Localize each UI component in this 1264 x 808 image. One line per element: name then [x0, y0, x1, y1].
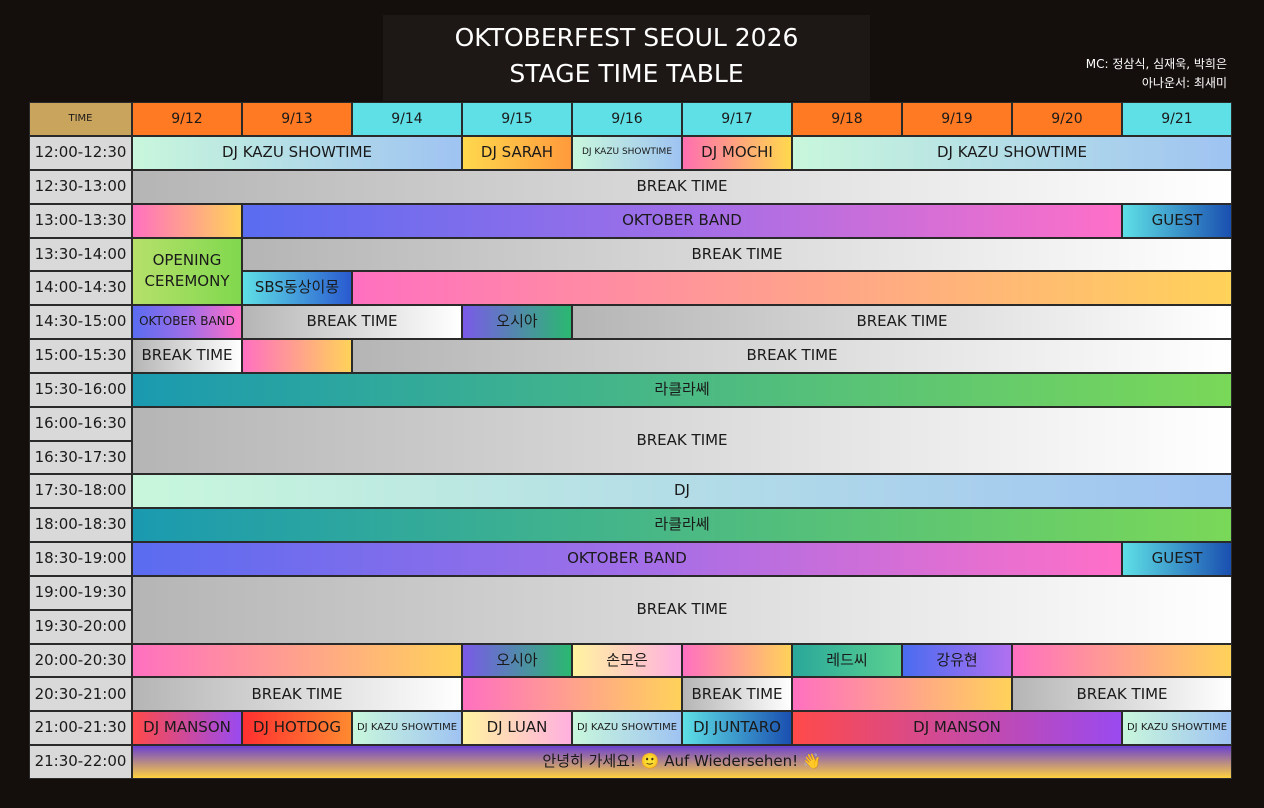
event-block: [682, 643, 792, 678]
event-block: DJ MANSON: [132, 711, 242, 746]
event-block: BREAK TIME: [682, 677, 792, 712]
event-block: DJ JUNTARO: [682, 711, 792, 746]
event-block: OKTOBER BAND: [132, 542, 1122, 576]
event-block: 오시아: [462, 305, 572, 340]
event-block: [1012, 643, 1232, 678]
event-block: [132, 643, 462, 678]
event-block: DJ SARAH: [462, 136, 572, 170]
event-block: GUEST: [1122, 542, 1232, 576]
event-block: BREAK TIME: [352, 339, 1232, 373]
event-block: BREAK TIME: [132, 575, 1232, 644]
time-cell: 20:00-20:30: [29, 643, 132, 678]
date-header: 9/15: [462, 102, 572, 136]
time-cell: 19:30-20:00: [29, 609, 132, 644]
event-block: BREAK TIME: [242, 237, 1232, 272]
event-block: DJ LUAN: [462, 711, 572, 746]
date-header: 9/13: [242, 102, 352, 136]
credit: MC: 정삼식, 심재욱, 박희은: [1085, 57, 1227, 71]
time-cell: 13:00-13:30: [29, 203, 132, 238]
event-block: BREAK TIME: [132, 677, 462, 712]
event-block: OPENING CEREMONY: [132, 237, 242, 306]
time-cell: 19:00-19:30: [29, 575, 132, 610]
time-cell: 18:00-18:30: [29, 508, 132, 543]
event-block: DJ KAZU SHOWTIME: [792, 136, 1232, 170]
time-cell: 21:00-21:30: [29, 711, 132, 746]
event-block: BREAK TIME: [1012, 677, 1232, 712]
event-block: DJ KAZU SHOWTIME: [1122, 711, 1232, 746]
event-block: BREAK TIME: [132, 406, 1232, 475]
event-block: DJ KAZU SHOWTIME: [572, 136, 682, 170]
date-header: 9/14: [352, 102, 462, 136]
time-cell: 21:30-22:00: [29, 745, 132, 779]
time-cell: 20:30-21:00: [29, 677, 132, 712]
time-cell: 16:00-16:30: [29, 406, 132, 441]
date-header: 9/18: [792, 102, 902, 136]
event-block: SBS동상이몽: [242, 271, 352, 306]
date-header: 9/16: [572, 102, 682, 136]
event-block: 손모은: [572, 643, 682, 678]
date-header: 9/21: [1122, 102, 1232, 136]
credit: 아나운서: 최새미: [1141, 76, 1227, 90]
event-block: 오시아: [462, 643, 572, 678]
date-header: 9/12: [132, 102, 242, 136]
event-block: OKTOBER BAND: [132, 305, 242, 340]
time-cell: 18:30-19:00: [29, 542, 132, 576]
event-block: [462, 677, 682, 712]
event-block: [132, 203, 242, 238]
time-cell: 15:30-16:00: [29, 372, 132, 407]
time-cell: 13:30-14:00: [29, 237, 132, 272]
event-block: 강유현: [902, 643, 1012, 678]
time-cell: 16:30-17:30: [29, 440, 132, 475]
event-block: [242, 339, 352, 373]
event-block: DJ: [132, 474, 1232, 509]
time-cell: 17:30-18:00: [29, 474, 132, 509]
event-block: BREAK TIME: [242, 305, 462, 340]
event-block: BREAK TIME: [132, 339, 242, 373]
event-block: 레드씨: [792, 643, 902, 678]
time-cell: 12:30-13:00: [29, 169, 132, 204]
time-header: TIME: [29, 102, 132, 136]
event-block: GUEST: [1122, 203, 1232, 238]
title-line: STAGE TIME TABLE: [509, 59, 744, 88]
event-block: DJ HOTDOG: [242, 711, 352, 746]
time-cell: 12:00-12:30: [29, 136, 132, 170]
time-cell: 14:30-15:00: [29, 305, 132, 340]
event-block: DJ MOCHI: [682, 136, 792, 170]
event-block: BREAK TIME: [572, 305, 1232, 340]
event-block: DJ KAZU SHOWTIME: [132, 136, 462, 170]
time-cell: 14:00-14:30: [29, 271, 132, 306]
event-block: 라클라쎄: [132, 372, 1232, 407]
event-block: 라클라쎄: [132, 508, 1232, 543]
time-cell: 15:00-15:30: [29, 339, 132, 373]
event-block: DJ KAZU SHOWTIME: [572, 711, 682, 746]
date-header: 9/20: [1012, 102, 1122, 136]
event-block: DJ MANSON: [792, 711, 1122, 746]
event-block: 안녕히 가세요! 🙂 Auf Wiedersehen! 👋: [132, 745, 1232, 779]
date-header: 9/17: [682, 102, 792, 136]
title-box: OKTOBERFEST SEOUL 2026 STAGE TIME TABLE: [383, 15, 870, 101]
event-block: [352, 271, 1232, 306]
title-line: OKTOBERFEST SEOUL 2026: [454, 23, 799, 52]
event-block: DJ KAZU SHOWTIME: [352, 711, 462, 746]
date-header: 9/19: [902, 102, 1012, 136]
event-block: BREAK TIME: [132, 169, 1232, 204]
event-block: [792, 677, 1012, 712]
event-block: OKTOBER BAND: [242, 203, 1122, 238]
